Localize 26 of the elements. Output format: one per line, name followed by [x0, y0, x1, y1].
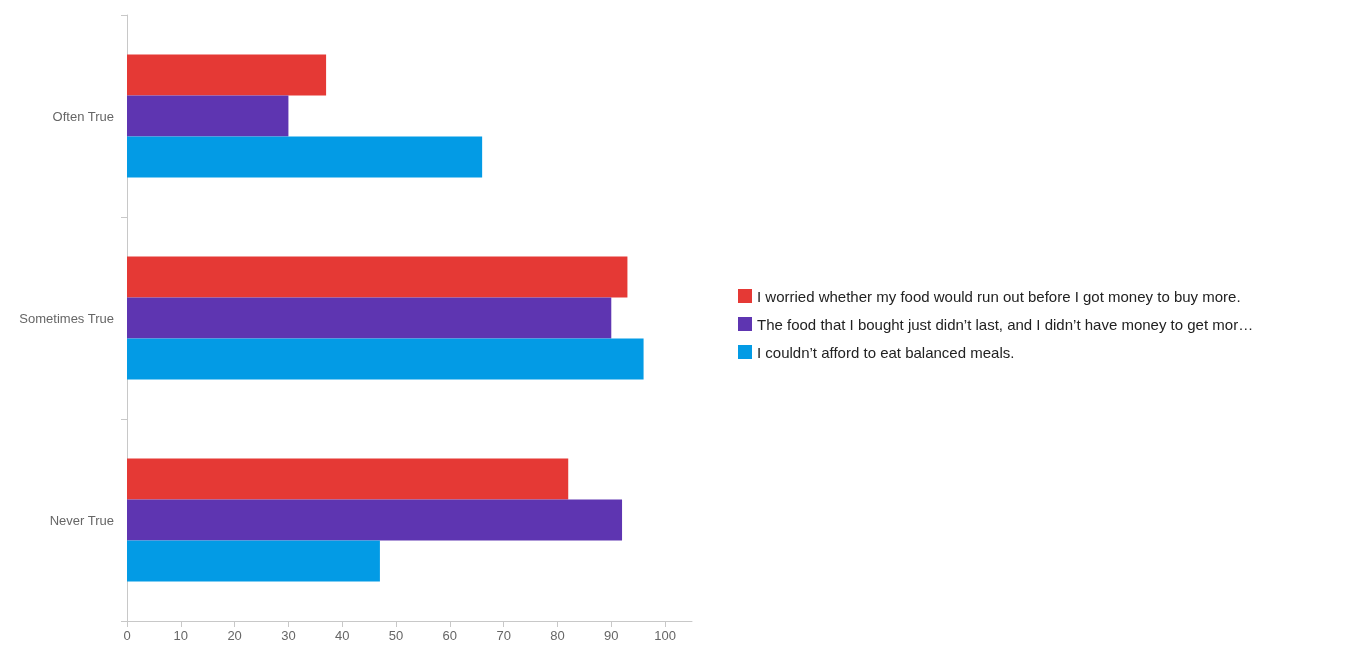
x-tick-label: 10 — [173, 628, 189, 643]
bar — [127, 499, 623, 541]
x-tick-label: 60 — [442, 628, 458, 643]
bar — [127, 458, 569, 500]
x-tick-label: 40 — [335, 628, 350, 643]
bar — [127, 95, 289, 137]
x-tick-label: 100 — [654, 628, 676, 643]
y-tick-label: Never True — [49, 512, 114, 528]
bar — [127, 136, 483, 178]
bar — [127, 540, 380, 582]
x-tick-label: 0 — [123, 628, 131, 643]
legend-label: I worried whether my food would run out before I got money to buy more. — [757, 287, 1241, 305]
x-tick-label: 50 — [388, 628, 404, 643]
y-tick-label: Sometimes True — [19, 310, 114, 326]
x-tick-label: 80 — [550, 628, 565, 643]
x-tick-label: 70 — [496, 628, 511, 643]
bar — [127, 297, 612, 339]
y-tick-label: Often True — [52, 108, 114, 124]
x-tick-label: 30 — [281, 628, 296, 643]
legend-label: I couldn’t afford to eat balanced meals. — [757, 343, 1015, 361]
x-tick-label: 20 — [227, 628, 242, 643]
bar — [127, 338, 644, 380]
x-tick-label: 90 — [604, 628, 619, 643]
bar — [127, 256, 628, 298]
legend-label: The food that I bought just didn’t last, and I didn’t have money to get mor… — [757, 315, 1254, 333]
bar — [127, 54, 327, 96]
